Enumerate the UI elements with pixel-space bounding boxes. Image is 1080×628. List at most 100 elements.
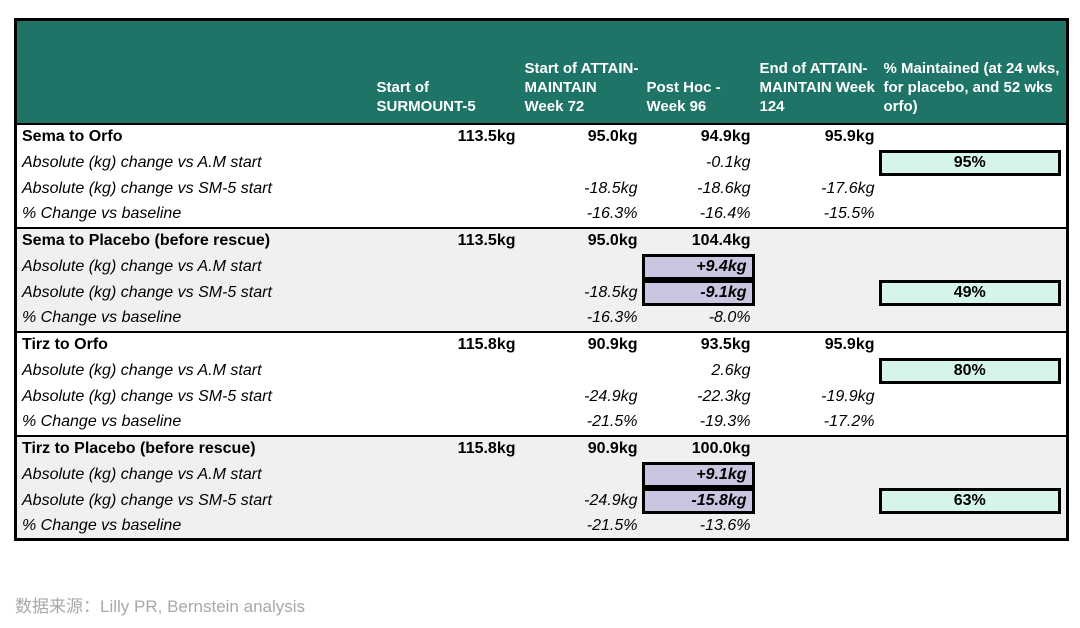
- cell: [520, 358, 642, 384]
- cell: [520, 150, 642, 176]
- cell: -0.1kg: [706, 153, 751, 171]
- cell: -9.1kg: [641, 279, 755, 306]
- highlight-box-mint: 80%: [878, 357, 1061, 384]
- cell: -17.6kg: [821, 179, 875, 197]
- cell: -16.4%: [699, 205, 751, 222]
- cell: 90.9kg: [519, 330, 642, 358]
- cell: [520, 254, 642, 280]
- cell: -15.8kg: [641, 487, 755, 514]
- cell: -19.9kg: [821, 387, 875, 405]
- cell: [879, 202, 1068, 228]
- highlight-box-purple: -9.1kg: [641, 279, 755, 306]
- table-row: Absolute (kg) change vs A.M start -0.1kg…: [15, 149, 1068, 176]
- cell: % Change vs baseline: [22, 309, 182, 326]
- cell: Sema to Orfo: [22, 128, 123, 145]
- cell: -22.3kg: [697, 387, 751, 405]
- column-header-attain-start-week72: Start of ATTAIN-MAINTAIN Week 72: [519, 19, 642, 125]
- highlight-box-purple: +9.1kg: [641, 461, 755, 488]
- cell: 95.9kg: [754, 330, 879, 358]
- cell: [755, 306, 879, 332]
- cell: [878, 226, 1068, 254]
- cell: Absolute (kg) change vs SM-5 start: [22, 387, 272, 405]
- cell: [372, 410, 520, 436]
- cell: -16.3%: [586, 309, 638, 326]
- cell: -8.0%: [708, 309, 751, 326]
- cell: Absolute (kg) change vs A.M start: [22, 153, 262, 171]
- cell: -18.5kg: [584, 283, 638, 301]
- source-note-text: Lilly PR, Bernstein analysis: [100, 597, 306, 616]
- cell: [372, 176, 520, 202]
- table-row: Absolute (kg) change vs A.M start +9.4kg: [15, 253, 1068, 280]
- row-sema-to-orfo: Sema to Orfo 113.5kg 95.0kg 94.9kg 95.9k…: [15, 123, 1068, 150]
- cell: [372, 202, 520, 228]
- cell: Absolute (kg) change vs A.M start: [22, 257, 262, 275]
- highlight-box-purple: +9.4kg: [641, 253, 755, 280]
- table-row: % Change vs baseline -21.5% -13.6%: [15, 513, 1068, 540]
- cell: [879, 384, 1068, 410]
- cell: [755, 514, 879, 540]
- cell: [879, 514, 1068, 540]
- cell: [372, 150, 520, 176]
- cell: 94.9kg: [700, 128, 751, 145]
- cell: Tirz to Placebo (before rescue): [15, 434, 372, 462]
- column-header-surmount5-start: Start of SURMOUNT-5: [371, 19, 520, 125]
- cell: Absolute (kg) change vs A.M start: [22, 465, 262, 483]
- cell: [879, 306, 1068, 332]
- table-row: Absolute (kg) change vs A.M start 2.6kg …: [15, 357, 1068, 384]
- cell: [878, 330, 1068, 358]
- cell: [879, 176, 1068, 202]
- cell: 104.4kg: [641, 226, 755, 254]
- source-note-prefix: 数据来源：: [15, 597, 100, 616]
- cell: [879, 124, 1068, 150]
- cell: 115.8kg: [371, 434, 520, 462]
- cell: -17.2%: [823, 413, 875, 430]
- cell: % Change vs baseline: [22, 413, 182, 430]
- cell: -18.5kg: [584, 179, 638, 197]
- cell: +9.4kg: [641, 253, 755, 280]
- cell: 95.0kg: [519, 226, 642, 254]
- cell: -18.6kg: [697, 179, 751, 197]
- cell: 63%: [878, 487, 1068, 514]
- results-table: Start of SURMOUNT-5 Start of ATTAIN-MAIN…: [14, 18, 1069, 541]
- cell: [372, 254, 520, 280]
- table-row: % Change vs baseline -16.3% -16.4% -15.5…: [15, 201, 1068, 228]
- cell: +9.1kg: [641, 461, 755, 488]
- cell: [372, 358, 520, 384]
- cell: 80%: [878, 357, 1068, 384]
- cell: [372, 280, 520, 306]
- cell: 100.0kg: [641, 434, 755, 462]
- cell: [372, 384, 520, 410]
- cell: -13.6%: [699, 516, 751, 534]
- highlight-box-purple: -15.8kg: [641, 487, 755, 514]
- highlight-box-mint: 63%: [878, 487, 1061, 514]
- cell: -21.5%: [586, 516, 638, 534]
- cell: 115.8kg: [371, 330, 520, 358]
- cell: -24.9kg: [584, 491, 638, 509]
- row-sema-to-placebo: Sema to Placebo (before rescue) 113.5kg …: [15, 226, 1068, 254]
- cell: [879, 410, 1068, 436]
- table-row: Absolute (kg) change vs A.M start +9.1kg: [15, 461, 1068, 488]
- cell: Absolute (kg) change vs SM-5 start: [22, 179, 272, 197]
- cell: [372, 488, 520, 514]
- cell: 95%: [878, 149, 1068, 176]
- cell: Tirz to Orfo: [15, 330, 372, 358]
- cell: -24.9kg: [584, 387, 638, 405]
- header-row: Start of SURMOUNT-5 Start of ATTAIN-MAIN…: [15, 19, 1068, 125]
- cell: [755, 358, 879, 384]
- cell: 2.6kg: [711, 361, 751, 379]
- highlight-box-mint: 95%: [878, 149, 1061, 176]
- table-row: Absolute (kg) change vs SM-5 start -24.9…: [15, 487, 1068, 514]
- cell: 113.5kg: [457, 128, 516, 145]
- cell: [754, 226, 879, 254]
- cell: 113.5kg: [371, 226, 520, 254]
- cell: [754, 434, 879, 462]
- cell: -15.5%: [823, 205, 875, 222]
- table-row: % Change vs baseline -16.3% -8.0%: [15, 305, 1068, 332]
- row-tirz-to-placebo: Tirz to Placebo (before rescue) 115.8kg …: [15, 434, 1068, 462]
- cell: [372, 514, 520, 540]
- highlight-box-mint: 49%: [878, 279, 1061, 306]
- table-row: Absolute (kg) change vs SM-5 start -24.9…: [15, 383, 1068, 410]
- cell: [520, 462, 642, 488]
- cell: [879, 462, 1068, 488]
- column-header-posthoc-week96: Post Hoc - Week 96: [641, 19, 755, 125]
